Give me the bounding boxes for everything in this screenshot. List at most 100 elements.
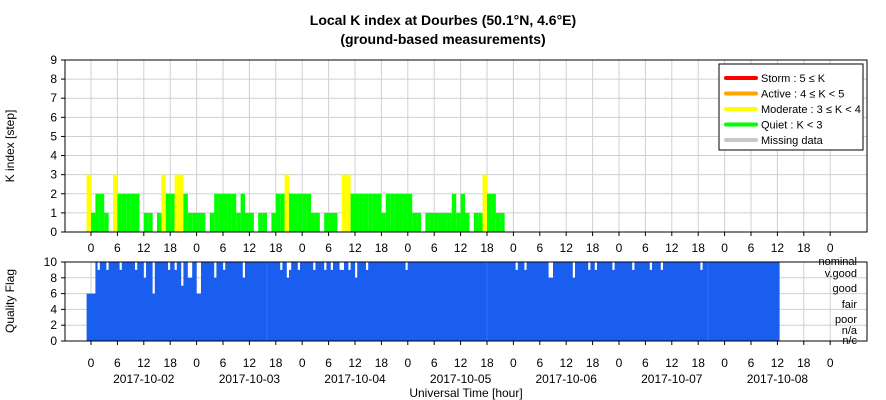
x-tick-label: 6	[536, 356, 543, 370]
k-index-bar	[130, 193, 136, 232]
x-tick-label: 6	[748, 356, 755, 370]
date-label: 2017-10-02	[113, 372, 175, 386]
k-index-bar	[434, 212, 439, 232]
k-index-bar	[381, 212, 386, 232]
quality-y-ticks: 0 2 46 8 10	[44, 255, 65, 348]
x-tick-label: 0	[404, 356, 411, 370]
k-index-bar	[258, 212, 263, 232]
k-index-bar	[236, 212, 241, 232]
x-tick-label: 12	[454, 356, 468, 370]
k-index-bar	[262, 212, 268, 232]
k-index-bar	[438, 212, 444, 232]
x-tick-label: 12	[454, 241, 468, 255]
k-index-bar	[209, 212, 215, 232]
k-index-bar	[302, 193, 307, 232]
k-index-bar	[231, 193, 237, 232]
k-index-bar	[293, 193, 298, 232]
x-tick-label: 6	[431, 241, 438, 255]
k-index-bar	[315, 212, 320, 232]
y-tick-label: 0	[50, 225, 57, 239]
x-tick-label: 0	[88, 241, 95, 255]
x-tick-label: 0	[616, 356, 623, 370]
x-tick-label: 0	[193, 241, 200, 255]
legend-label: Moderate : 3 ≤ K < 4	[761, 104, 861, 116]
k-index-bar	[179, 174, 184, 232]
x-tick-label: 6	[325, 356, 332, 370]
x-tick-label: 18	[164, 356, 178, 370]
k-index-bar	[249, 212, 254, 232]
date-label: 2017-10-04	[324, 372, 386, 386]
k-index-bar	[350, 193, 356, 232]
x-tick-label: 6	[536, 241, 543, 255]
k-index-bar	[113, 174, 118, 232]
x-tick-label: 0	[616, 241, 623, 255]
k-index-bar	[460, 193, 466, 232]
x-tick-label: 0	[404, 241, 411, 255]
k-index-bar	[91, 212, 96, 232]
k-index-bar	[328, 212, 334, 232]
x-tick-label: 12	[243, 356, 257, 370]
y-tick-label: 1	[50, 206, 57, 220]
y-tick-label: 6	[50, 287, 57, 301]
chart-title: Local K index at Dourbes (50.1°N, 4.6°E)	[310, 12, 576, 28]
k-index-bar	[372, 193, 378, 232]
k-index-y-label: K index [step]	[3, 110, 17, 183]
legend-label: Storm : 5 ≤ K	[761, 73, 826, 85]
quality-flag-label: n/a	[842, 325, 858, 337]
k-index-bar	[289, 193, 294, 232]
k-index-bar	[214, 193, 219, 232]
y-tick-label: 3	[50, 168, 57, 182]
quality-flag-label: good	[833, 283, 857, 295]
k-index-bar	[377, 193, 382, 232]
x-tick-label: 18	[375, 241, 389, 255]
y-tick-label: 0	[50, 334, 57, 348]
k-index-bar	[447, 212, 452, 232]
x-tick-label: 12	[665, 356, 679, 370]
k-index-bar	[478, 212, 483, 232]
quality-date-labels: 2017-10-02 2017-10-03 2017-10-04 2017-10-05…	[113, 372, 808, 386]
x-tick-label: 18	[269, 356, 283, 370]
x-tick-label: 18	[797, 241, 811, 255]
x-tick-label: 18	[164, 241, 178, 255]
x-tick-label: 0	[299, 241, 306, 255]
quality-day-lines	[266, 262, 709, 341]
k-index-bar	[121, 193, 127, 232]
x-tick-label: 6	[431, 356, 438, 370]
x-tick-label: 18	[692, 356, 706, 370]
x-tick-label: 12	[771, 241, 785, 255]
k-index-bar	[170, 193, 175, 232]
chart-subtitle: (ground-based measurements)	[340, 31, 545, 47]
y-tick-label: 4	[50, 149, 57, 163]
k-index-y-ticks: 0 1 2 3 4 5 6 7 8 9	[50, 53, 65, 239]
date-label: 2017-10-07	[641, 372, 703, 386]
y-tick-label: 9	[50, 53, 57, 67]
x-tick-label: 12	[137, 241, 151, 255]
k-index-bar	[223, 193, 228, 232]
date-label: 2017-10-08	[747, 372, 809, 386]
k-index-bar	[126, 193, 131, 232]
k-index-bar	[451, 193, 457, 232]
k-index-bar	[196, 212, 202, 232]
y-tick-label: 2	[50, 187, 57, 201]
x-tick-label: 0	[88, 356, 95, 370]
k-index-bar	[183, 193, 188, 232]
x-tick-label: 6	[642, 241, 649, 255]
k-index-bar	[306, 193, 312, 232]
k-index-bar	[104, 212, 109, 232]
x-tick-label: 12	[771, 356, 785, 370]
y-tick-label: 6	[50, 110, 57, 124]
x-tick-label: 12	[137, 356, 151, 370]
k-index-bar	[99, 193, 105, 232]
k-index-bar	[407, 193, 413, 232]
k-index-bar	[192, 212, 197, 232]
y-tick-label: 2	[50, 318, 57, 332]
k-index-bar	[297, 193, 303, 232]
k-index-bar	[346, 174, 351, 232]
quality-flag-label: fair	[842, 299, 858, 311]
k-index-bar	[157, 212, 162, 232]
k-index-bar	[161, 174, 166, 232]
k-index-bar	[280, 193, 285, 232]
k-index-bar	[245, 212, 250, 232]
y-tick-label: 8	[50, 271, 57, 285]
k-index-bar	[148, 212, 153, 232]
